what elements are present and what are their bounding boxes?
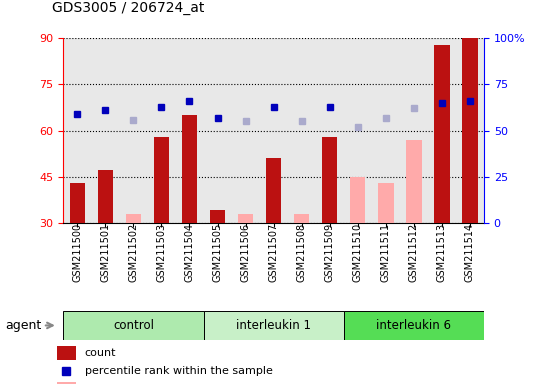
Text: GSM211514: GSM211514 xyxy=(465,223,475,282)
Text: GSM211503: GSM211503 xyxy=(156,223,167,282)
Text: count: count xyxy=(85,348,116,358)
Bar xyxy=(153,137,169,223)
Text: GSM211511: GSM211511 xyxy=(381,223,391,282)
Text: agent: agent xyxy=(6,319,42,332)
Bar xyxy=(57,346,76,361)
Text: GSM211510: GSM211510 xyxy=(353,223,363,282)
Text: GSM211509: GSM211509 xyxy=(324,223,335,282)
Bar xyxy=(204,311,344,340)
Text: GSM211501: GSM211501 xyxy=(100,223,111,282)
Text: GSM211512: GSM211512 xyxy=(409,223,419,282)
Bar xyxy=(350,177,366,223)
Text: GSM211504: GSM211504 xyxy=(184,223,195,282)
Bar xyxy=(266,158,282,223)
Bar xyxy=(462,35,478,223)
Text: GSM211502: GSM211502 xyxy=(128,223,139,282)
Text: GSM211507: GSM211507 xyxy=(268,223,279,282)
Text: GSM211505: GSM211505 xyxy=(212,223,223,282)
Bar xyxy=(63,311,204,340)
Bar xyxy=(294,214,310,223)
Bar xyxy=(69,183,85,223)
Text: control: control xyxy=(113,319,154,332)
Bar xyxy=(210,210,226,223)
Bar xyxy=(125,214,141,223)
Text: GSM211513: GSM211513 xyxy=(437,223,447,282)
Bar xyxy=(322,137,338,223)
Text: GSM211500: GSM211500 xyxy=(72,223,82,282)
Text: GSM211508: GSM211508 xyxy=(296,223,307,282)
Bar xyxy=(434,45,450,223)
Bar xyxy=(344,311,484,340)
Bar xyxy=(182,115,197,223)
Text: GSM211506: GSM211506 xyxy=(240,223,251,282)
Bar xyxy=(378,183,394,223)
Bar xyxy=(57,382,76,384)
Bar xyxy=(406,140,422,223)
Bar xyxy=(97,170,113,223)
Text: GDS3005 / 206724_at: GDS3005 / 206724_at xyxy=(52,2,205,15)
Text: percentile rank within the sample: percentile rank within the sample xyxy=(85,366,272,376)
Text: interleukin 6: interleukin 6 xyxy=(376,319,452,332)
Bar xyxy=(238,214,254,223)
Text: interleukin 1: interleukin 1 xyxy=(236,319,311,332)
